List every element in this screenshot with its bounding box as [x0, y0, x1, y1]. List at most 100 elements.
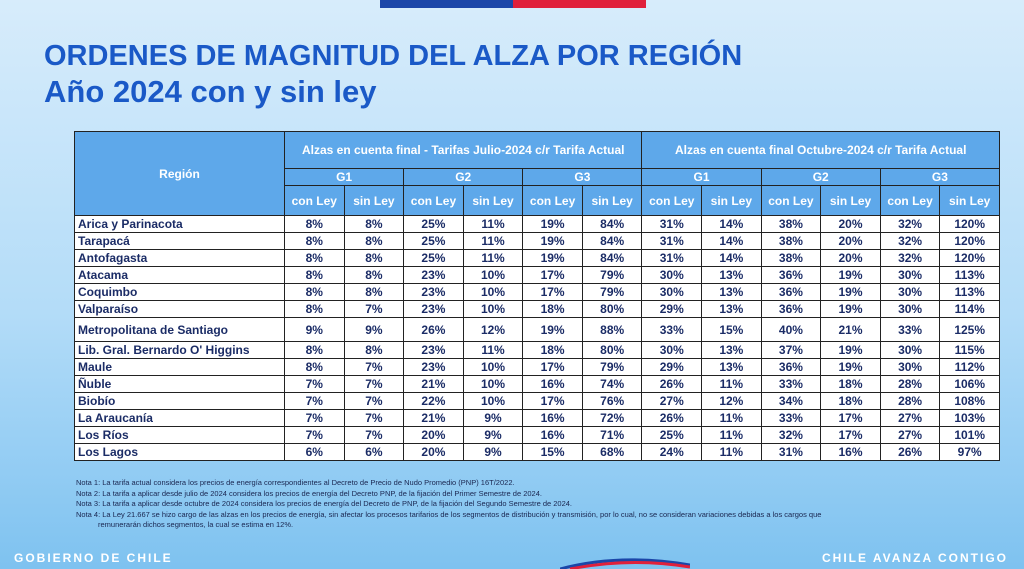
value-cell: 19%	[522, 249, 583, 267]
region-cell: Arica y Parinacota	[74, 215, 285, 233]
value-cell: 71%	[581, 426, 643, 444]
value-cell: 36%	[760, 358, 822, 376]
value-cell: 25%	[641, 426, 703, 444]
value-cell: 18%	[820, 392, 881, 410]
column-header: sin Ley	[581, 185, 643, 216]
value-cell: 33%	[879, 317, 941, 342]
value-cell: 30%	[879, 283, 941, 301]
value-cell: 11%	[462, 249, 524, 267]
value-cell: 7%	[343, 375, 405, 393]
value-cell: 17%	[820, 426, 881, 444]
value-cell: 8%	[343, 341, 405, 359]
value-cell: 19%	[820, 283, 881, 301]
table-row: La Araucanía 7% 7% 21% 9% 16% 72% 26% 11% 33% 17% 2…	[74, 409, 1000, 427]
value-cell: 19%	[820, 266, 881, 284]
value-cell: 27%	[879, 409, 941, 427]
footer-gobierno-logo-text: GOBIERNO DE CHILE	[14, 551, 173, 565]
value-cell: 15%	[701, 317, 762, 342]
value-cell: 11%	[462, 232, 524, 250]
table-row: Biobío 7% 7% 22% 10% 17% 76% 27% 12% 34% 18% 28% 108…	[74, 392, 1000, 410]
value-cell: 30%	[641, 283, 703, 301]
footnote: Nota 3: La tarifa a aplicar desde octubr…	[76, 499, 573, 508]
value-cell: 31%	[641, 215, 703, 233]
value-cell: 125%	[939, 317, 1000, 342]
value-cell: 17%	[820, 409, 881, 427]
title-line-2: Año 2024 con y sin ley	[44, 74, 377, 109]
value-cell: 20%	[403, 443, 464, 461]
value-cell: 22%	[403, 392, 464, 410]
value-cell: 9%	[343, 317, 405, 342]
column-header: con Ley	[522, 185, 583, 216]
value-cell: 9%	[462, 409, 524, 427]
value-cell: 40%	[760, 317, 822, 342]
value-cell: 19%	[522, 232, 583, 250]
value-cell: 84%	[581, 249, 643, 267]
subgroup-header: G2	[760, 168, 881, 186]
region-cell: Los Ríos	[74, 426, 285, 444]
value-cell: 115%	[939, 341, 1000, 359]
footnote: Nota 1: La tarifa actual considera los p…	[76, 478, 515, 487]
subgroup-header: G3	[522, 168, 643, 186]
value-cell: 23%	[403, 300, 464, 318]
value-cell: 17%	[522, 358, 583, 376]
value-cell: 106%	[939, 375, 1000, 393]
value-cell: 11%	[701, 375, 762, 393]
value-cell: 8%	[284, 283, 345, 301]
value-cell: 36%	[760, 266, 822, 284]
value-cell: 79%	[581, 266, 643, 284]
value-cell: 13%	[701, 300, 762, 318]
value-cell: 7%	[284, 409, 345, 427]
value-cell: 10%	[462, 358, 524, 376]
value-cell: 74%	[581, 375, 643, 393]
value-cell: 120%	[939, 215, 1000, 233]
region-cell: Antofagasta	[74, 249, 285, 267]
value-cell: 114%	[939, 300, 1000, 318]
flag-stripe	[380, 0, 646, 8]
region-cell: Atacama	[74, 266, 285, 284]
value-cell: 9%	[462, 426, 524, 444]
region-cell: Biobío	[74, 392, 285, 410]
value-cell: 8%	[343, 283, 405, 301]
value-cell: 29%	[641, 358, 703, 376]
value-cell: 8%	[284, 266, 345, 284]
value-cell: 8%	[284, 358, 345, 376]
value-cell: 26%	[403, 317, 464, 342]
value-cell: 120%	[939, 249, 1000, 267]
value-cell: 32%	[879, 249, 941, 267]
value-cell: 20%	[820, 215, 881, 233]
value-cell: 112%	[939, 358, 1000, 376]
value-cell: 7%	[343, 300, 405, 318]
value-cell: 25%	[403, 249, 464, 267]
swoosh-decoration-icon	[560, 558, 690, 569]
footnote: Nota 4: La Ley 21.667 se hizo cargo de l…	[76, 509, 822, 519]
value-cell: 19%	[820, 300, 881, 318]
value-cell: 37%	[760, 341, 822, 359]
value-cell: 33%	[641, 317, 703, 342]
value-cell: 19%	[522, 215, 583, 233]
footnote: Nota 2: La tarifa a aplicar desde julio …	[76, 488, 542, 498]
value-cell: 8%	[284, 300, 345, 318]
value-cell: 113%	[939, 283, 1000, 301]
region-cell: Metropolitana de Santiago	[74, 317, 285, 342]
value-cell: 10%	[462, 283, 524, 301]
value-cell: 7%	[343, 392, 405, 410]
value-cell: 20%	[820, 249, 881, 267]
column-header: con Ley	[403, 185, 464, 216]
value-cell: 97%	[939, 443, 1000, 461]
value-cell: 11%	[701, 443, 762, 461]
value-cell: 11%	[701, 426, 762, 444]
value-cell: 6%	[284, 443, 345, 461]
value-cell: 27%	[879, 426, 941, 444]
value-cell: 32%	[879, 215, 941, 233]
value-cell: 30%	[879, 300, 941, 318]
region-header: Región	[74, 131, 285, 216]
region-cell: Lib. Gral. Bernardo O' Higgins	[74, 341, 285, 359]
value-cell: 12%	[701, 392, 762, 410]
value-cell: 68%	[581, 443, 643, 461]
table-row: Tarapacá 8% 8% 25% 11% 19% 84% 31% 14% 38% 20% 32% 1…	[74, 232, 1000, 250]
value-cell: 28%	[879, 392, 941, 410]
value-cell: 113%	[939, 266, 1000, 284]
column-header: con Ley	[641, 185, 703, 216]
flag-stripe-blue	[380, 0, 513, 8]
column-header: con Ley	[760, 185, 822, 216]
